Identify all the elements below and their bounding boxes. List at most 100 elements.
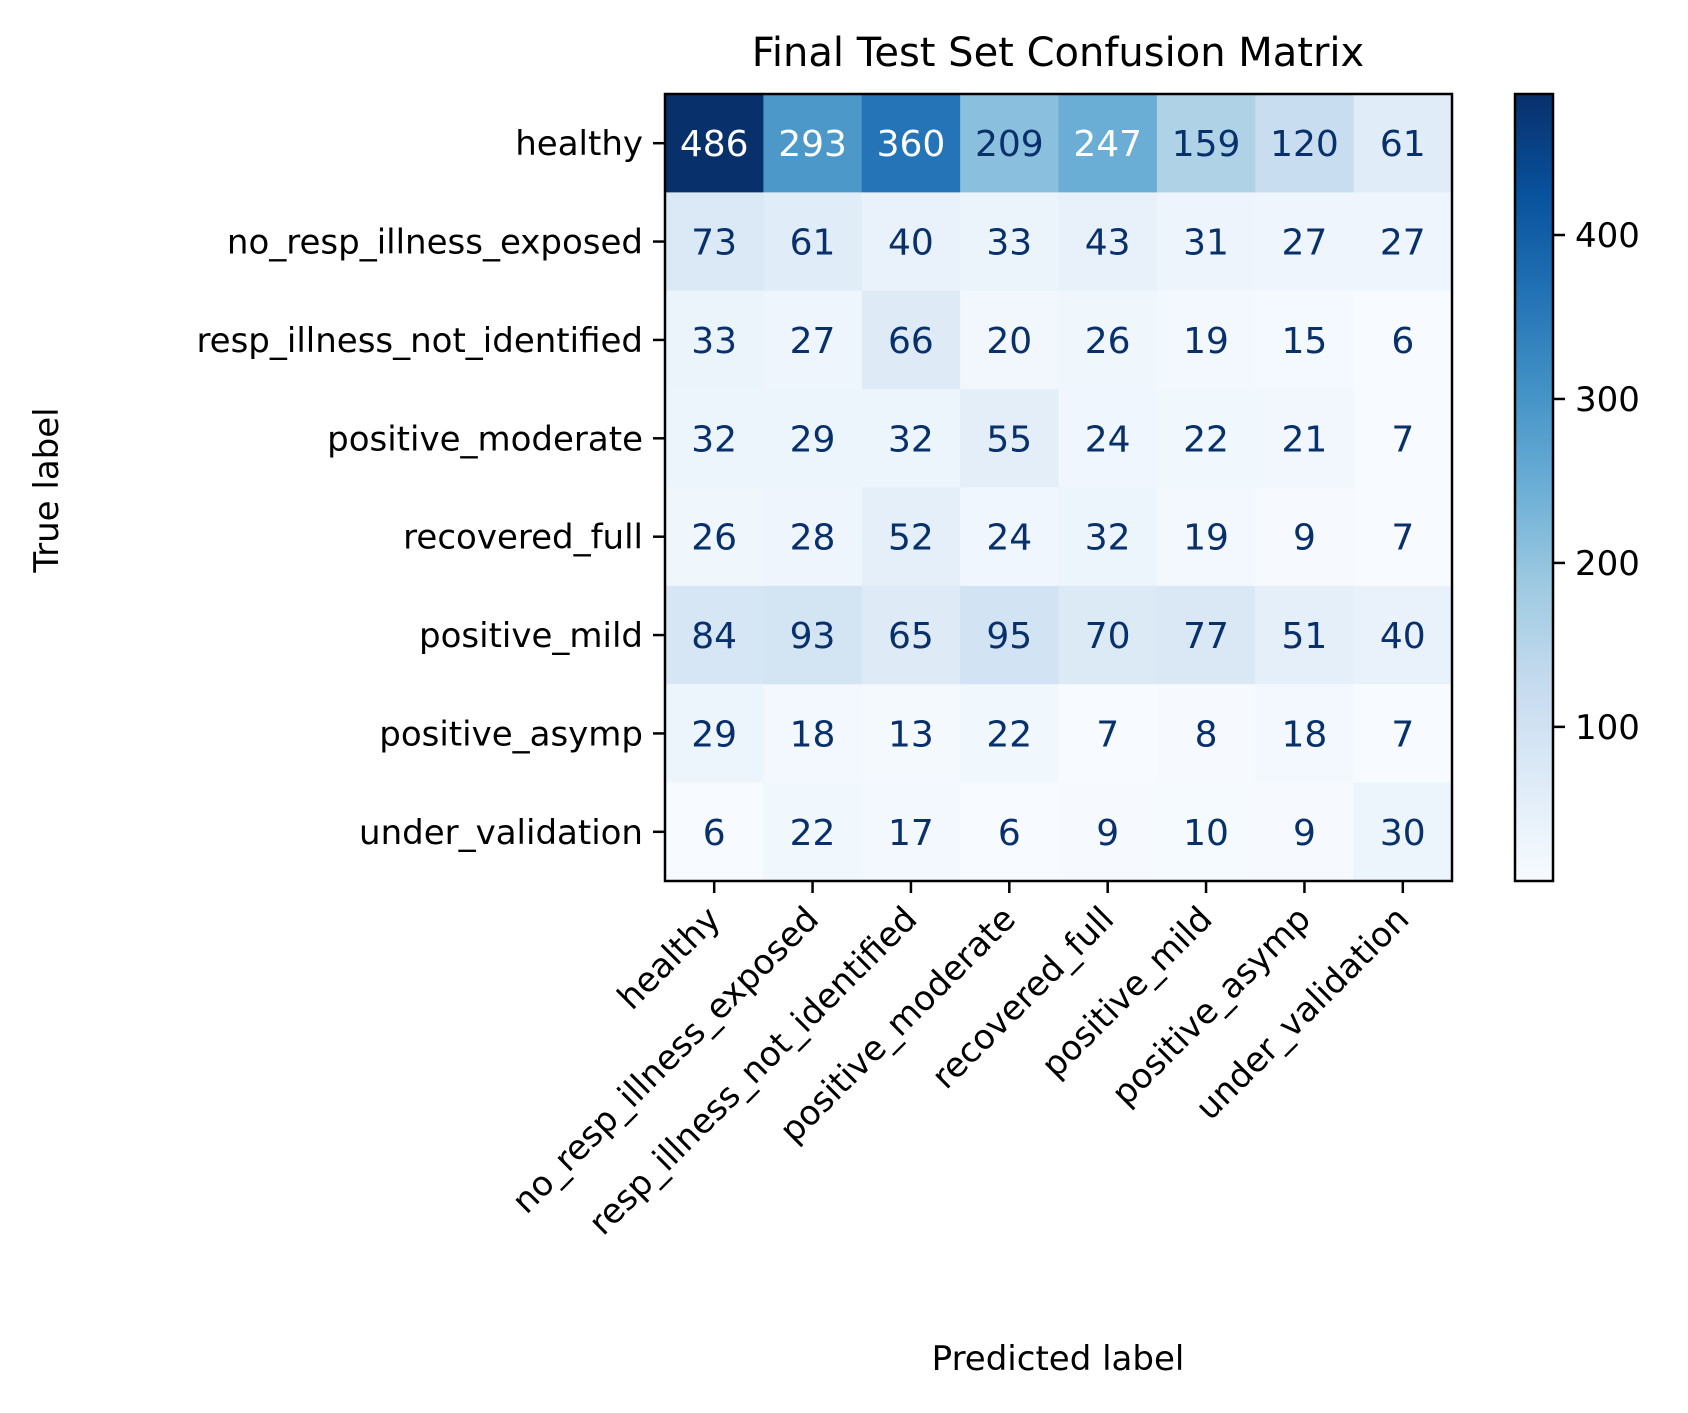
cell-value-label: 40	[1380, 616, 1426, 657]
cell-value-label: 13	[888, 714, 934, 755]
cell-value-label: 65	[888, 616, 934, 657]
heatmap-cell	[861, 192, 961, 292]
cell-value-label: 84	[691, 616, 737, 657]
cell-value-label: 6	[703, 813, 726, 854]
cell-value-label: 93	[790, 616, 836, 657]
y-tick-label: healthy	[515, 124, 643, 164]
heatmap-cell	[1255, 192, 1355, 292]
heatmap-cell	[763, 192, 863, 292]
heatmap-cell	[960, 487, 1059, 587]
cell-value-label: 32	[691, 419, 737, 460]
heatmap-cell	[665, 487, 764, 587]
cell-value-label: 24	[986, 518, 1032, 559]
heatmap-cell	[1353, 782, 1453, 882]
heatmap-cell	[1255, 585, 1355, 685]
y-axis-title: True label	[27, 407, 67, 573]
cell-value-label: 8	[1195, 714, 1218, 755]
cell-value-label: 61	[790, 223, 836, 264]
cell-value-label: 7	[1391, 518, 1414, 559]
heatmap-cell	[1353, 94, 1453, 193]
heatmap-cell	[1058, 192, 1158, 292]
heatmap-cell	[665, 94, 764, 193]
chart-title: Final Test Set Confusion Matrix	[752, 30, 1364, 76]
heatmap-cell	[1156, 192, 1256, 292]
heatmap-cell	[1353, 585, 1453, 685]
heatmap-cell	[763, 684, 863, 784]
cell-value-label: 73	[691, 223, 737, 264]
cell-value-label: 30	[1380, 813, 1426, 854]
cell-value-label: 33	[691, 321, 737, 362]
heatmap-cell	[1156, 782, 1256, 882]
cell-value-label: 9	[1293, 813, 1316, 854]
heatmap-cell	[861, 487, 961, 587]
heatmap-cell	[960, 585, 1059, 685]
cell-value-label: 52	[888, 518, 934, 559]
heatmap-cell	[960, 290, 1059, 390]
heatmap-cell	[1058, 684, 1158, 784]
cell-value-label: 26	[691, 518, 737, 559]
heatmap-cell	[1255, 389, 1355, 488]
heatmap-cell	[960, 684, 1059, 784]
colorbar-tick-label: 200	[1575, 544, 1640, 584]
heatmap-cell	[1156, 487, 1256, 587]
heatmap-cell	[763, 585, 863, 685]
x-axis-title: Predicted label	[932, 1339, 1185, 1379]
heatmap-cell	[665, 585, 764, 685]
heatmap-cell	[1353, 389, 1453, 488]
cell-value-label: 21	[1282, 419, 1328, 460]
cell-value-label: 22	[790, 813, 836, 854]
cell-value-label: 7	[1096, 714, 1119, 755]
heatmap-cells	[665, 94, 1453, 882]
heatmap-cell	[861, 782, 961, 882]
cell-value-label: 24	[1085, 419, 1131, 460]
colorbar-tick-label: 100	[1575, 708, 1640, 748]
cell-value-label: 95	[986, 616, 1032, 657]
heatmap-cell	[763, 290, 863, 390]
heatmap-cell	[1156, 290, 1256, 390]
cell-value-label: 17	[888, 813, 934, 854]
cell-value-label: 7	[1391, 714, 1414, 755]
heatmap-cell	[1255, 684, 1355, 784]
cell-value-label: 15	[1282, 321, 1328, 362]
heatmap-cell	[1353, 192, 1453, 292]
cell-value-label: 29	[790, 419, 836, 460]
cell-value-label: 26	[1085, 321, 1131, 362]
heatmap-cell	[1058, 290, 1158, 390]
colorbar-tick-label: 300	[1575, 380, 1640, 420]
cell-value-label: 19	[1183, 518, 1229, 559]
heatmap-cell	[861, 684, 961, 784]
cell-value-label: 7	[1391, 419, 1414, 460]
cell-value-label: 293	[778, 124, 847, 165]
y-tick-label: resp_illness_not_identified	[196, 321, 643, 361]
heatmap-cell	[960, 782, 1059, 882]
cell-value-label: 22	[1183, 419, 1229, 460]
heatmap-cell	[1156, 684, 1256, 784]
cell-value-label: 32	[888, 419, 934, 460]
cell-value-label: 55	[986, 419, 1032, 460]
colorbar-frame	[1513, 92, 1555, 883]
cell-value-label: 20	[986, 321, 1032, 362]
heatmap-cell	[1156, 389, 1256, 488]
heatmap-cell	[763, 487, 863, 587]
cell-value-label: 9	[1293, 518, 1316, 559]
plot-frame	[663, 92, 1454, 883]
cell-value-label: 209	[975, 124, 1044, 165]
heatmap-cell	[1255, 487, 1355, 587]
y-tick-label: positive_asymp	[379, 714, 643, 754]
cell-value-label: 18	[1282, 714, 1328, 755]
colorbar-gradient	[1515, 94, 1553, 881]
cell-value-label: 51	[1282, 616, 1328, 657]
cell-value-label: 6	[1391, 321, 1414, 362]
heatmap-cell	[861, 389, 961, 488]
cell-value-label: 70	[1085, 616, 1131, 657]
heatmap-cell	[1255, 94, 1355, 193]
heatmap-cell	[960, 192, 1059, 292]
cell-value-label: 66	[888, 321, 934, 362]
cell-value-label: 77	[1183, 616, 1229, 657]
y-axis-ticks: healthy no_resp_illness_exposed resp_illne…	[196, 124, 665, 853]
cell-value-label: 61	[1380, 124, 1426, 165]
cell-value-label: 120	[1270, 124, 1339, 165]
y-tick-label: under_validation	[359, 813, 643, 853]
